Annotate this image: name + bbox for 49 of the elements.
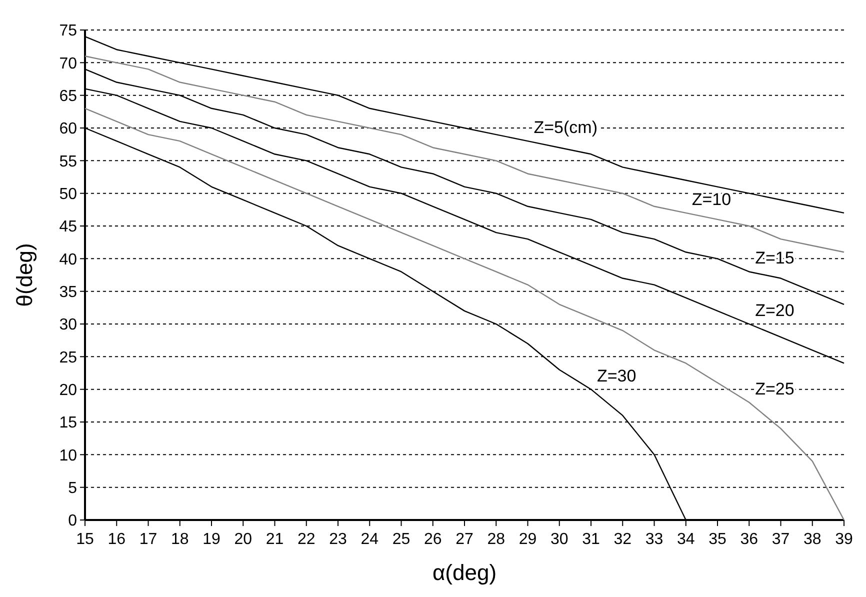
x-tick-label: 26 [424,531,442,548]
x-tick-label: 23 [329,531,347,548]
y-tick-label: 15 [59,414,78,432]
y-tick-label: 55 [59,153,78,170]
y-tick-label: 75 [59,22,78,40]
x-tick-label: 32 [614,531,632,548]
y-tick-label: 35 [59,284,78,301]
x-tick-label: 22 [297,531,316,548]
y-tick-label: 65 [59,88,78,105]
y-tick-label: 20 [59,382,78,399]
y-tick-label: 70 [59,55,78,72]
series-label: Z=20 [755,301,794,320]
line-series [84,56,845,253]
series-label: Z=10 [692,190,732,209]
series-label: Z=25 [755,379,794,398]
y-tick-label: 25 [59,349,78,366]
series-label: Z=15 [755,248,794,268]
x-tick-label: 18 [170,531,189,548]
y-tick-label: 30 [59,316,78,334]
series-label: Z=30 [597,366,636,386]
x-tick-label: 17 [139,531,158,548]
y-tick-label: 0 [68,512,78,530]
y-tick-label: 5 [68,480,78,497]
y-tick-label: 40 [59,251,78,268]
x-axis-title: α(deg) [432,560,497,585]
x-tick-label: 16 [108,531,126,548]
x-tick-label: 39 [835,531,853,548]
x-tick-label: 19 [202,531,220,548]
y-axis-title: θ(deg) [12,243,37,307]
x-tick-label: 25 [392,531,410,548]
y-tick-label: 60 [59,120,78,138]
y-tick-label: 45 [59,218,78,236]
x-tick-label: 38 [803,531,822,548]
x-tick-label: 27 [456,531,474,548]
x-tick-label: 29 [518,531,537,548]
x-tick-label: 33 [645,531,664,548]
x-tick-label: 28 [487,531,506,548]
x-tick-label: 36 [740,531,758,548]
x-tick-label: 30 [550,531,568,548]
x-tick-label: 31 [582,531,600,548]
x-tick-label: 20 [234,531,252,548]
x-tick-label: 24 [360,531,379,548]
y-tick-label: 50 [59,186,78,203]
x-tick-label: 35 [708,531,726,548]
series-label: Z=5(cm) [534,118,598,138]
x-tick-label: 37 [772,531,790,548]
x-tick-label: 21 [266,531,284,548]
x-tick-label: 34 [676,531,695,548]
y-tick-label: 10 [59,447,78,464]
